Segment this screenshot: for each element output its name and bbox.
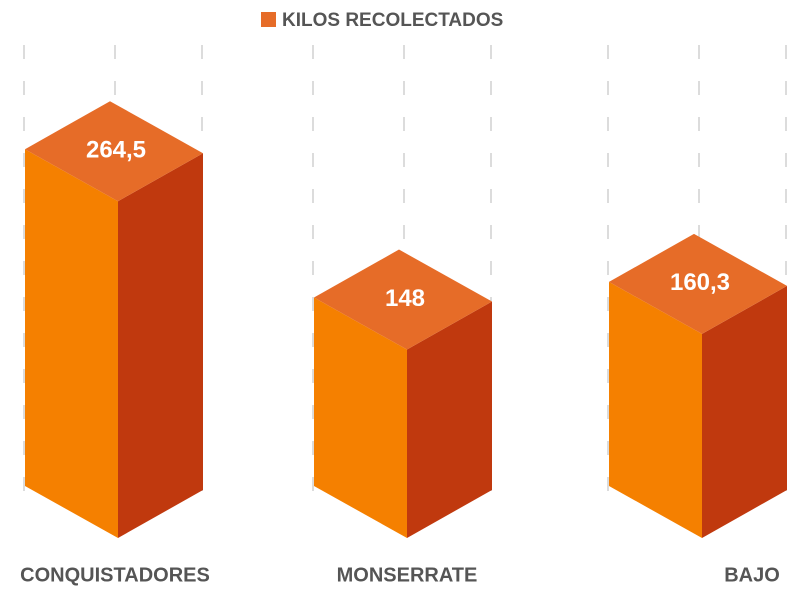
x-tick-label: BAJO [724, 564, 780, 586]
value-label: 160,3 [670, 269, 730, 296]
legend-swatch [261, 12, 276, 27]
bar-side [118, 153, 203, 538]
x-tick-label: CONQUISTADORES [20, 564, 210, 586]
legend-label: KILOS RECOLECTADOS [282, 10, 503, 31]
bar-top [25, 101, 203, 202]
bar-side [702, 285, 787, 538]
bar [609, 281, 702, 538]
bar-top [609, 233, 787, 334]
x-tick-label: MONSERRATE [337, 564, 478, 586]
value-label: 264,5 [86, 137, 146, 164]
bar-side [407, 301, 492, 538]
bar [314, 297, 407, 538]
bar-top [314, 249, 492, 350]
value-label: 148 [385, 285, 425, 312]
bar [25, 149, 118, 538]
